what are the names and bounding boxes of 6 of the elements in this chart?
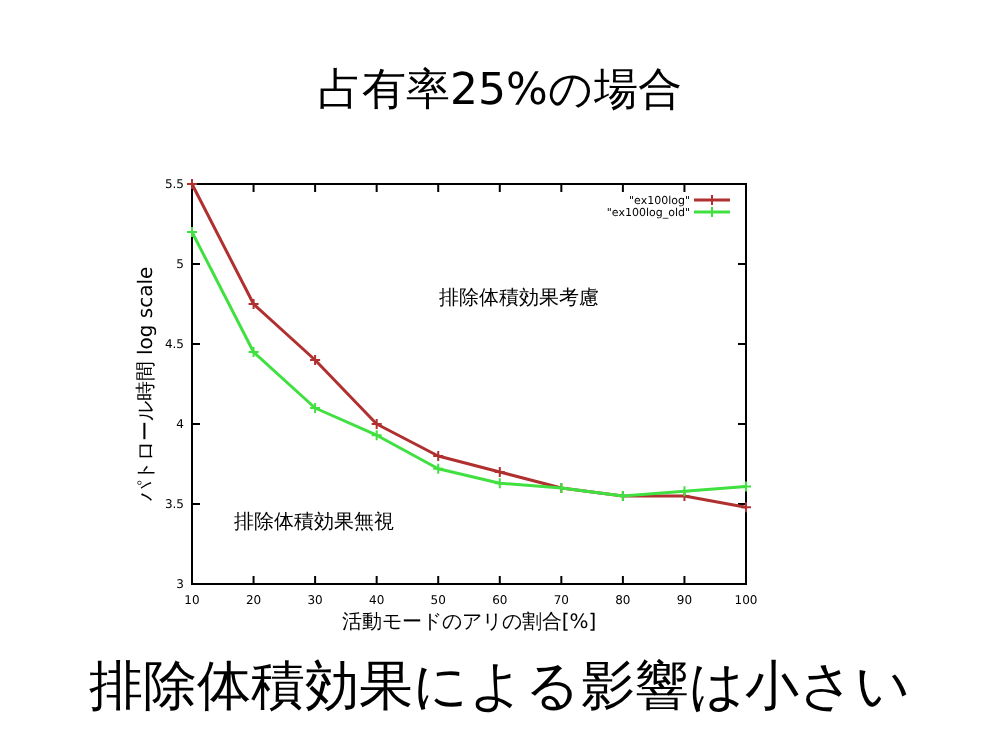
annotation: 排除体積効果無視 — [233, 510, 394, 534]
annotation: 排除体積効果考慮 — [438, 286, 599, 310]
text: 排除体積効果による影響は小さい — [89, 656, 911, 718]
y-axis-title: パトロール時間 log scale — [134, 266, 158, 504]
chart-title: 占有率25%の場合 — [318, 66, 682, 116]
x-axis-title: 活動モードのアリの割合[%] — [341, 610, 597, 634]
